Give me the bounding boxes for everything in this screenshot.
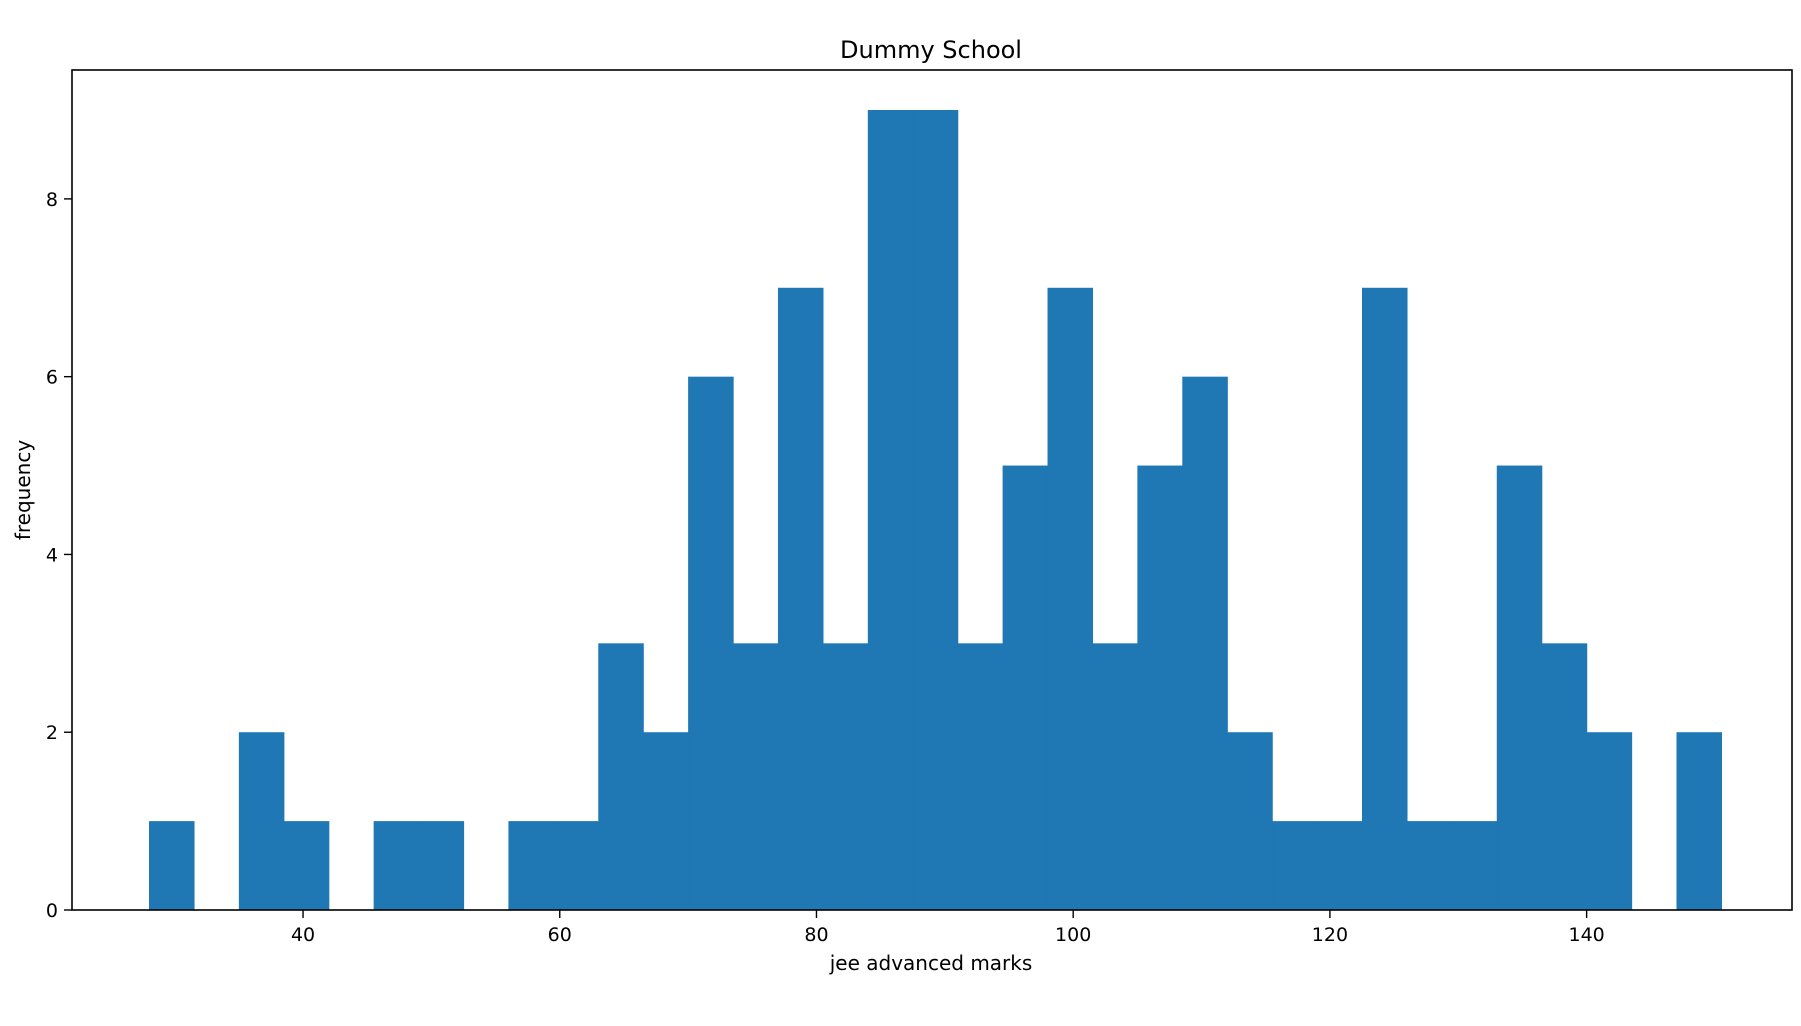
y-tick-label: 6	[46, 367, 58, 389]
y-tick-label: 8	[46, 189, 58, 211]
histogram-bar-9	[553, 821, 599, 910]
x-tick-label: 120	[1312, 924, 1348, 946]
x-tick-label: 140	[1568, 924, 1604, 946]
histogram-bar-15	[822, 643, 869, 910]
x-tick-label: 60	[548, 924, 572, 946]
x-axis-label: jee advanced marks	[829, 951, 1033, 975]
histogram-bar-32	[1586, 732, 1633, 910]
histogram-bar-27	[1362, 287, 1408, 910]
plot-frame	[71, 69, 1793, 911]
y-axis-ticks: 0 2 4 6 8	[46, 189, 72, 922]
x-tick-label: 40	[291, 924, 315, 946]
x-tick-label: 80	[804, 924, 828, 946]
histogram-bar-0	[149, 821, 195, 910]
histogram-bar-29	[1451, 821, 1498, 910]
histogram-bar-14	[777, 287, 824, 910]
bars-layer	[149, 110, 1723, 911]
histogram-bar-18	[957, 643, 1004, 910]
histogram-bar-10	[598, 643, 644, 910]
y-axis-label: frequency	[11, 440, 35, 540]
histogram-bar-28	[1406, 821, 1453, 910]
chart-title: Dummy School	[840, 36, 1022, 64]
histogram-bar-19	[1002, 465, 1049, 910]
histogram-bar-34	[1676, 732, 1723, 910]
histogram-bar-5	[373, 821, 420, 910]
histogram-bar-21	[1092, 643, 1138, 910]
histogram-bar-2	[238, 732, 285, 910]
histogram-bar-22	[1137, 465, 1183, 910]
histogram-bar-24	[1227, 732, 1273, 910]
histogram-bar-25	[1272, 821, 1318, 910]
histogram-bar-6	[418, 821, 465, 910]
histogram-bar-3	[283, 821, 330, 910]
y-tick-label: 0	[46, 900, 58, 922]
histogram-bar-20	[1047, 287, 1094, 910]
histogram-bar-8	[508, 821, 554, 910]
histogram-bar-13	[733, 643, 779, 910]
histogram-bar-17	[912, 110, 959, 910]
histogram-bar-26	[1317, 821, 1363, 910]
histogram-bar-12	[688, 376, 734, 911]
y-tick-label: 2	[46, 722, 58, 744]
histogram-bar-30	[1496, 465, 1543, 910]
histogram-bar-16	[867, 110, 914, 910]
histogram-bar-11	[643, 732, 689, 910]
histogram-bar-31	[1541, 643, 1588, 910]
x-axis-ticks: 40 60 80 100 120 140	[291, 910, 1605, 946]
histogram-bar-23	[1182, 376, 1228, 911]
y-tick-label: 4	[46, 544, 58, 566]
x-tick-label: 100	[1055, 924, 1091, 946]
